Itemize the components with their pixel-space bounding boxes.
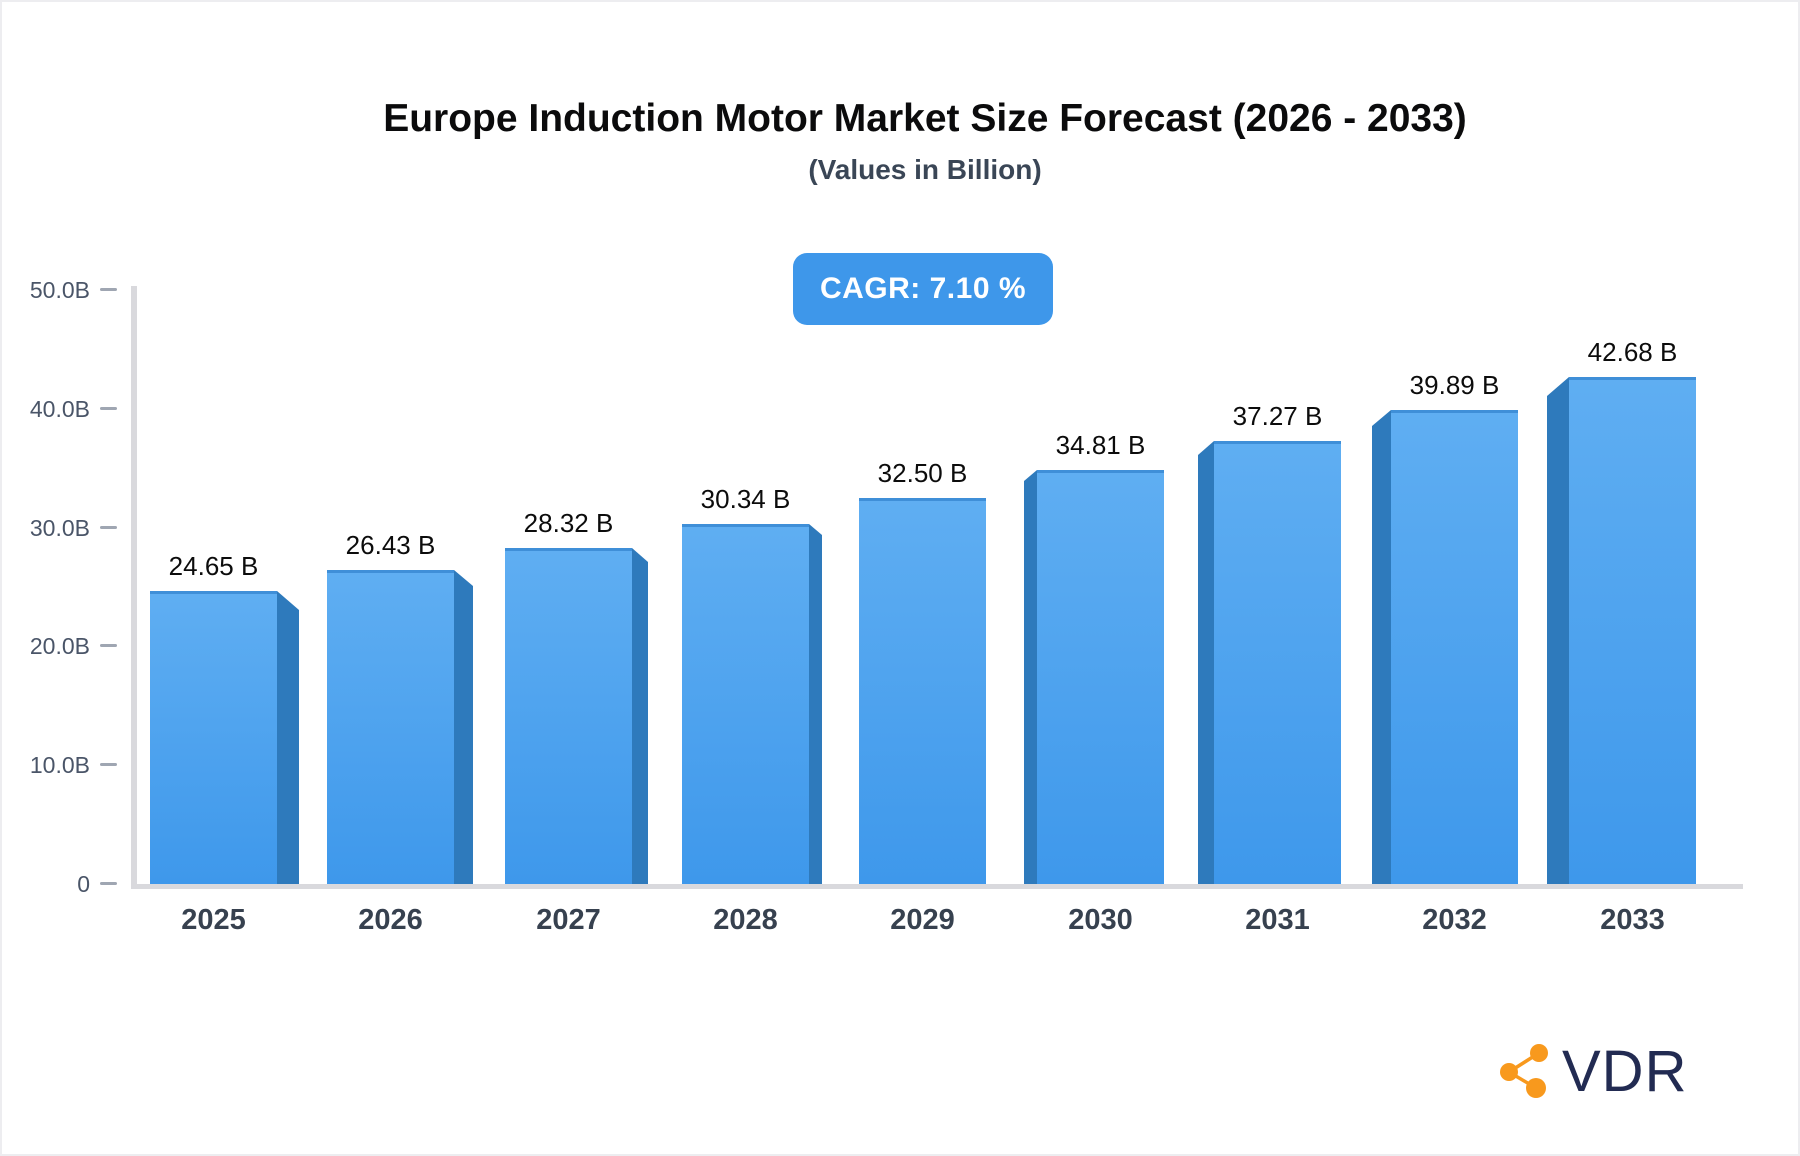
bar-side-panel xyxy=(1372,410,1391,884)
cagr-badge-label: CAGR: 7.10 % xyxy=(819,272,1027,305)
x-tick-label: 2027 xyxy=(536,904,601,936)
cagr-badge: CAGR: 7.10 % xyxy=(793,253,1053,325)
y-tick-dash xyxy=(100,882,117,885)
x-tick-label: 2031 xyxy=(1245,904,1310,936)
bar-value-label: 28.32 B xyxy=(523,508,614,538)
y-tick-label: 0 xyxy=(77,871,90,897)
bar xyxy=(150,591,277,884)
y-tick-label: 30.0B xyxy=(29,514,90,541)
y-axis-line xyxy=(131,286,137,889)
bar-side-panel xyxy=(1547,377,1569,884)
bar-value-label: 26.43 B xyxy=(345,530,436,560)
y-tick-label: 10.0B xyxy=(29,752,90,779)
bar-value-label: 24.65 B xyxy=(168,551,259,581)
bar xyxy=(682,524,809,884)
x-tick-label: 2032 xyxy=(1422,904,1487,936)
bar-side-panel xyxy=(454,570,473,884)
bar-value-label: 32.50 B xyxy=(877,458,968,488)
x-tick-label: 2028 xyxy=(713,904,778,936)
y-tick-label: 20.0B xyxy=(29,633,90,660)
bar xyxy=(327,570,454,884)
bar-value-label: 39.89 B xyxy=(1409,370,1500,400)
bar xyxy=(1214,441,1341,884)
bar xyxy=(859,498,986,884)
x-axis-line xyxy=(131,884,1743,889)
y-tick-dash xyxy=(100,288,117,291)
bar xyxy=(505,548,632,884)
bar-side-panel xyxy=(277,591,299,884)
x-tick-label: 2025 xyxy=(181,904,246,936)
logo-text: VDR xyxy=(1562,1039,1688,1104)
x-tick-label: 2033 xyxy=(1600,904,1665,936)
chart-title: Europe Induction Motor Market Size Forec… xyxy=(383,97,1467,140)
x-tick-label: 2030 xyxy=(1068,904,1133,936)
y-tick-dash xyxy=(100,525,117,529)
bar-value-label: 34.81 B xyxy=(1055,430,1146,460)
bar xyxy=(1037,470,1164,884)
bar xyxy=(1391,410,1518,884)
bar-value-label: 30.34 B xyxy=(700,484,791,514)
y-tick-dash xyxy=(100,763,117,767)
bar-value-label: 37.27 B xyxy=(1232,401,1323,431)
bar-side-panel xyxy=(1198,441,1214,884)
y-tick-label: 50.0B xyxy=(29,277,90,303)
share-network-icon xyxy=(1500,1044,1548,1098)
y-tick-dash xyxy=(100,644,117,648)
bar-side-panel xyxy=(632,548,648,884)
x-tick-label: 2026 xyxy=(358,904,423,936)
y-tick-dash xyxy=(100,406,117,410)
bar-side-panel xyxy=(1024,470,1037,884)
bar xyxy=(1569,377,1696,884)
x-tick-label: 2029 xyxy=(890,904,955,936)
bar-side-panel xyxy=(809,524,822,884)
bar-value-label: 42.68 B xyxy=(1587,337,1678,367)
chart-subtitle: (Values in Billion) xyxy=(808,154,1042,185)
y-tick-label: 40.0B xyxy=(29,395,90,422)
vdr-logo: VDR xyxy=(1494,1032,1687,1112)
